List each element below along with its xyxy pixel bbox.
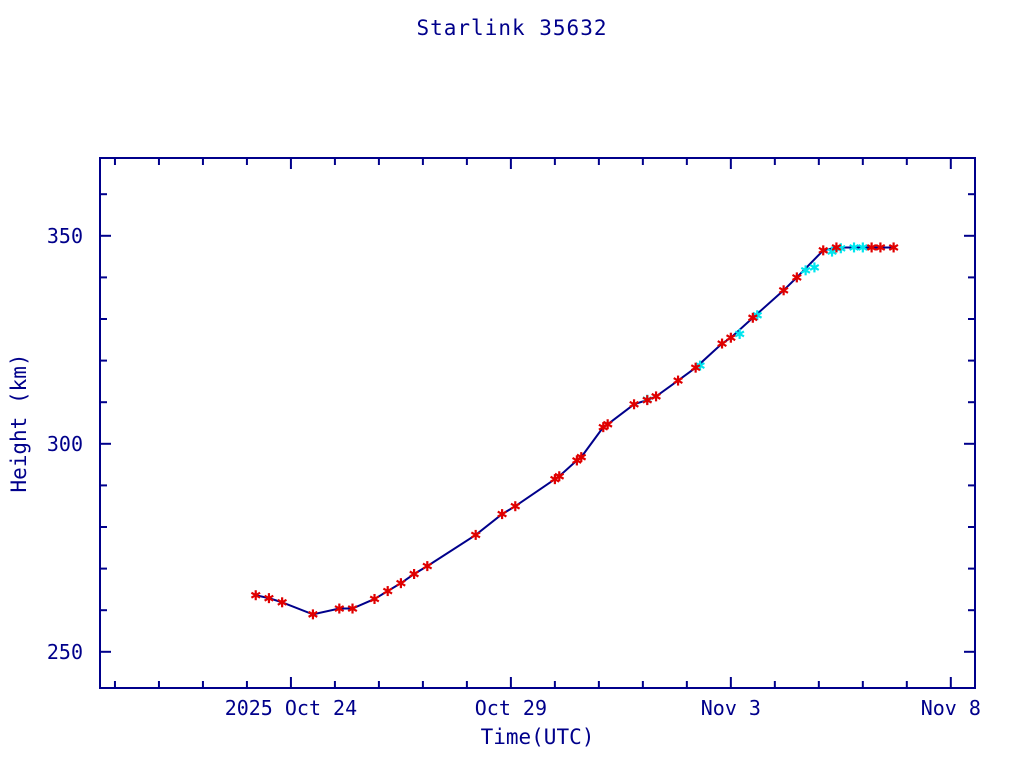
data-point-marker	[576, 452, 587, 463]
data-point-marker	[642, 395, 653, 406]
data-point-marker	[875, 242, 886, 253]
data-point-marker	[791, 272, 802, 283]
data-point-marker	[497, 509, 507, 520]
data-point-marker	[849, 242, 859, 253]
data-point-marker	[629, 399, 639, 410]
x-axis-title: Time(UTC)	[481, 725, 595, 749]
data-point-marker	[818, 245, 829, 256]
data-point-marker	[690, 362, 701, 373]
data-point-marker	[470, 529, 481, 540]
data-point-marker	[382, 586, 393, 597]
x-tick-label: Nov 8	[921, 696, 981, 720]
page-title: Starlink 35632	[416, 16, 608, 40]
data-point-marker	[778, 285, 789, 296]
data-point-marker	[250, 590, 261, 601]
data-point-marker	[831, 242, 842, 253]
data-point-marker	[857, 242, 868, 253]
data-point-marker	[277, 597, 288, 608]
y-tick-label: 350	[47, 224, 83, 248]
data-point-marker	[308, 609, 318, 620]
plot-frame	[99, 157, 976, 689]
data-point-marker	[747, 312, 758, 323]
x-tick-label: Nov 3	[701, 696, 761, 720]
series-markers	[250, 242, 899, 620]
data-point-marker	[717, 338, 727, 349]
data-point-marker	[396, 578, 406, 589]
data-point-marker	[888, 242, 899, 253]
data-point-marker	[369, 593, 380, 604]
y-tick-label: 250	[47, 640, 83, 664]
data-point-marker	[334, 603, 345, 614]
data-point-marker	[725, 332, 736, 343]
data-point-marker	[651, 391, 661, 402]
data-point-marker	[409, 569, 419, 580]
data-point-marker	[809, 262, 820, 273]
x-tick-label: 2025 Oct 24	[225, 696, 357, 720]
data-point-marker	[510, 501, 521, 512]
data-point-marker	[866, 242, 877, 253]
y-tick-label: 300	[47, 432, 83, 456]
data-point-marker	[422, 561, 433, 572]
axis-ticks	[100, 158, 975, 688]
data-point-marker	[800, 265, 811, 276]
data-point-marker	[734, 328, 745, 339]
data-point-marker	[554, 471, 565, 482]
data-point-marker	[673, 375, 683, 386]
x-axis-tick-labels: 2025 Oct 24 Oct 29 Nov 3 Nov 8	[225, 696, 981, 720]
y-axis-tick-labels: 250 300 350	[47, 224, 83, 664]
data-point-marker	[827, 246, 837, 257]
data-point-marker	[264, 593, 274, 604]
x-tick-label: Oct 29	[475, 696, 547, 720]
data-point-marker	[602, 419, 613, 430]
data-point-marker	[347, 603, 358, 614]
y-axis-title: Height (km)	[7, 353, 31, 492]
